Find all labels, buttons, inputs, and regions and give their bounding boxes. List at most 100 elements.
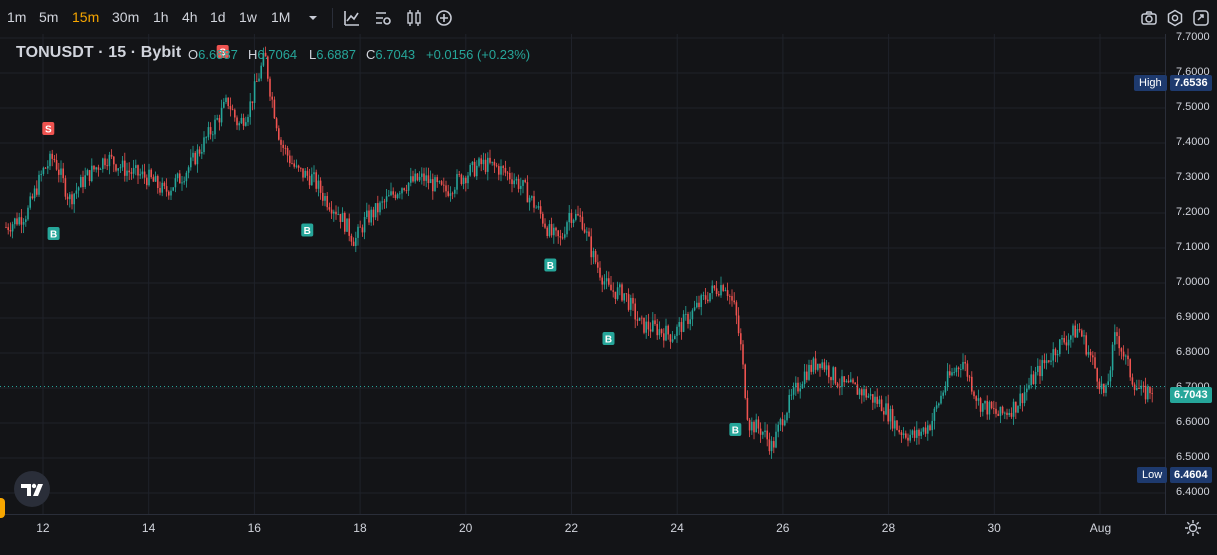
fullscreen-icon[interactable] <box>1192 9 1210 27</box>
candle-body <box>834 367 837 384</box>
camera-icon[interactable] <box>1140 9 1158 27</box>
candle-body <box>700 295 703 308</box>
candle-body <box>751 421 753 431</box>
candle-body <box>887 403 890 422</box>
candle-body <box>880 399 883 412</box>
candle-body <box>454 189 456 194</box>
candle-body <box>36 188 38 195</box>
candle-body <box>49 153 51 167</box>
side-handle[interactable] <box>0 498 5 518</box>
candle-body <box>856 384 859 395</box>
candle-body <box>62 168 65 179</box>
candle-body <box>18 217 21 225</box>
candle-body <box>781 419 784 426</box>
candle-body <box>88 170 91 182</box>
tf-30m[interactable]: 30m <box>112 9 140 25</box>
candle-body <box>198 149 201 154</box>
candles-icon[interactable] <box>405 9 423 27</box>
candle-body <box>619 284 621 288</box>
candle-body <box>586 231 588 233</box>
candle-body <box>581 216 584 230</box>
tf-1h[interactable]: 1h <box>153 9 169 25</box>
candle-body <box>1109 370 1112 382</box>
candle-body <box>548 224 551 237</box>
candle-body <box>229 106 232 110</box>
tf-1M[interactable]: 1M <box>271 9 291 25</box>
tf-1w[interactable]: 1w <box>239 9 257 25</box>
candle-body <box>762 432 764 435</box>
candle-body <box>916 429 918 438</box>
candle-body <box>427 175 430 184</box>
candle-body <box>319 180 322 193</box>
candle-body <box>971 376 973 392</box>
symbol-title[interactable]: TONUSDT · 15 · Bybit <box>16 44 182 61</box>
candle-body <box>676 326 678 336</box>
candle-body <box>841 376 843 387</box>
candle-body <box>295 165 298 167</box>
candle-body <box>570 212 573 223</box>
settings-gear-icon[interactable] <box>1166 9 1184 27</box>
tf-1d[interactable]: 1d <box>210 9 226 25</box>
chevron-down-icon[interactable] <box>306 12 320 24</box>
add-circle-icon[interactable] <box>435 9 453 27</box>
tf-4h[interactable]: 4h <box>182 9 198 25</box>
candle-body <box>509 173 511 180</box>
indicators-icon[interactable] <box>374 9 392 27</box>
candle-body <box>11 224 14 232</box>
price-tick-label: 7.4000 <box>1176 136 1210 148</box>
chart-type-icon[interactable] <box>343 9 361 27</box>
tradingview-logo[interactable] <box>14 471 50 507</box>
candle-body <box>73 193 76 205</box>
candle-body <box>625 293 628 295</box>
candle-body <box>5 227 7 228</box>
candle-body <box>471 161 474 166</box>
time-axis[interactable] <box>0 514 1217 555</box>
tf-5m[interactable]: 5m <box>39 9 59 25</box>
price-axis[interactable] <box>1165 34 1217 514</box>
candle-body <box>733 300 736 303</box>
candle-body <box>1045 360 1048 364</box>
candle-body <box>214 119 216 135</box>
chart-plot-area[interactable]: S B S B B B B <box>0 34 1165 514</box>
candle-body <box>313 172 315 175</box>
candle-body <box>379 202 381 213</box>
candle-body <box>555 227 557 231</box>
candle-body <box>117 168 120 171</box>
signal-badge <box>729 423 742 436</box>
candle-body <box>1133 384 1136 390</box>
candle-body <box>788 394 791 413</box>
candle-body <box>27 207 29 220</box>
candle-body <box>872 394 874 403</box>
high-tag-label: High <box>1134 75 1167 91</box>
candle-body <box>634 303 637 320</box>
candle-body <box>267 56 269 79</box>
candle-body <box>1085 335 1088 355</box>
candle-body <box>258 78 260 82</box>
price-tick-label: 6.4000 <box>1176 486 1210 498</box>
signal-badge <box>47 227 60 240</box>
candle-body <box>832 367 835 381</box>
candle-body <box>713 285 716 289</box>
candle-body <box>126 170 128 176</box>
candle-body <box>799 388 802 392</box>
signal-label: B <box>547 261 554 272</box>
candle-body <box>951 372 953 376</box>
candle-body <box>1122 351 1125 357</box>
candle-body <box>885 403 887 415</box>
candle-body <box>187 167 190 173</box>
candle-body <box>396 194 399 199</box>
candle-body <box>95 167 98 170</box>
candle-body <box>436 177 439 183</box>
candle-body <box>759 428 762 435</box>
ohlc-close: C6.7043 <box>366 47 415 62</box>
candlestick-chart[interactable]: S B S B B B B <box>0 34 1165 514</box>
tf-15m[interactable]: 15m <box>72 9 100 25</box>
candle-body <box>438 181 441 183</box>
tf-1m[interactable]: 1m <box>7 9 27 25</box>
candle-body <box>1056 354 1059 356</box>
candle-body <box>1096 368 1099 382</box>
candle-body <box>482 159 485 165</box>
axis-settings-icon[interactable] <box>1184 519 1202 537</box>
candle-body <box>132 167 135 174</box>
candle-body <box>911 430 914 435</box>
